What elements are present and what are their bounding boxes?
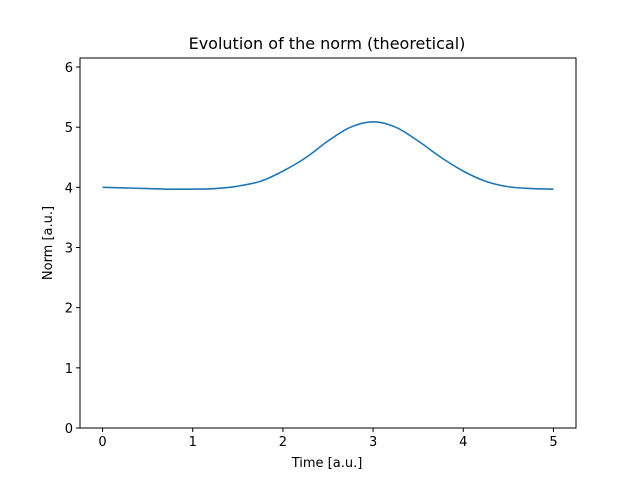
x-axis-ticks: 0 1 2 3 4 5 <box>98 428 558 450</box>
series-layer <box>102 120 554 191</box>
y-axis-ticks: 0 1 2 3 4 5 6 <box>65 61 80 437</box>
x-tick-label: 2 <box>279 435 287 450</box>
plot-area <box>79 57 577 429</box>
x-tick-label: 3 <box>369 435 377 450</box>
x-tick-label: 4 <box>459 435 467 450</box>
x-tick-label: 5 <box>549 435 557 450</box>
y-tick-label: 6 <box>65 61 73 76</box>
x-tick-label: 1 <box>189 435 197 450</box>
x-tick-label: 0 <box>98 435 106 450</box>
y-tick-label: 5 <box>65 121 73 136</box>
series-line <box>102 120 554 191</box>
x-axis-label: Time [a.u.] <box>291 456 363 471</box>
y-tick-label: 1 <box>65 362 73 377</box>
y-tick-label: 2 <box>65 302 73 317</box>
y-tick-label: 0 <box>65 422 73 437</box>
y-axis-label: Norm [a.u.] <box>41 206 56 280</box>
y-tick-label: 4 <box>65 181 73 196</box>
y-tick-label: 3 <box>65 242 73 257</box>
plot-frame <box>79 57 577 429</box>
chart-title: Evolution of the norm (theoretical) <box>189 34 466 53</box>
